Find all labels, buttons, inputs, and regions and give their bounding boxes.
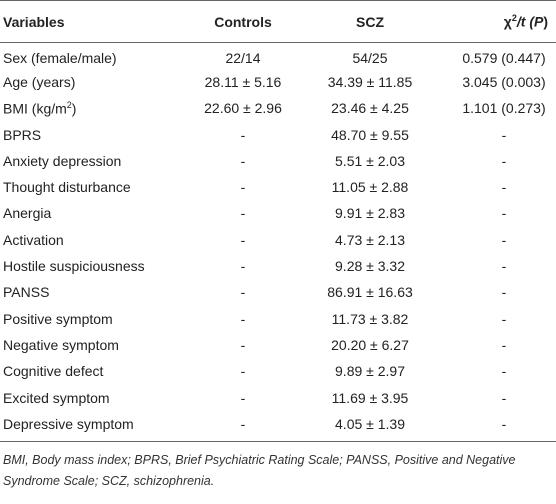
table-row: Hostile suspiciousness - 9.28 ± 3.32 - [0, 253, 556, 279]
header-stat-p: P [533, 13, 544, 30]
table-body: Sex (female/male) 22/14 54/25 0.579 (0.4… [0, 43, 556, 441]
table-header-row: Variables Controls SCZ χ2/t (P) [0, 0, 556, 43]
row-scz: 48.70 ± 9.55 [331, 126, 409, 143]
row-variable: Hostile suspiciousness [3, 258, 145, 275]
table-row: Cognitive defect - 9.89 ± 2.97 - [0, 358, 556, 384]
row-controls: - [240, 415, 246, 432]
table-row: Sex (female/male) 22/14 54/25 0.579 (0.4… [0, 43, 556, 69]
header-stat-chi: χ [503, 13, 512, 30]
table-row: Excited symptom - 11.69 ± 3.95 - [0, 384, 556, 410]
table-row: PANSS - 86.91 ± 16.63 - [0, 279, 556, 305]
row-stat: - [501, 415, 507, 432]
row-stat: - [501, 179, 507, 196]
header-controls: Controls [180, 0, 306, 43]
table-row: Thought disturbance - 11.05 ± 2.88 - [0, 174, 556, 200]
header-stat-close: ) [543, 13, 548, 30]
row-controls: 22/14 [225, 49, 261, 66]
demographics-table: Variables Controls SCZ χ2/t (P) Sex (fem… [0, 0, 556, 441]
row-stat: - [501, 363, 507, 380]
row-stat: 1.101 (0.273) [462, 100, 546, 117]
table-bottom-rule [0, 440, 556, 442]
row-variable: BMI (kg/m2) [0, 95, 180, 121]
row-scz: 9.89 ± 2.97 [335, 363, 405, 380]
row-controls: - [240, 258, 246, 275]
row-variable: PANSS [3, 284, 50, 301]
row-variable: Thought disturbance [3, 179, 131, 196]
row-variable: BPRS [3, 126, 42, 143]
row-controls: 22.60 ± 2.96 [204, 100, 282, 117]
row-stat: - [501, 152, 507, 169]
row-scz: 9.91 ± 2.83 [335, 205, 405, 222]
row-stat: - [501, 205, 507, 222]
header-statistic: χ2/t (P) [434, 0, 556, 43]
row-variable-text: BMI (kg/m [3, 100, 67, 117]
demographics-table-container: Variables Controls SCZ χ2/t (P) Sex (fem… [0, 0, 556, 488]
row-scz: 20.20 ± 6.27 [331, 336, 409, 353]
row-variable: Negative symptom [3, 336, 119, 353]
row-stat: - [501, 336, 507, 353]
row-controls: - [240, 363, 246, 380]
row-stat: 3.045 (0.003) [462, 73, 546, 90]
table-row: BPRS - 48.70 ± 9.55 - [0, 121, 556, 147]
row-scz: 11.69 ± 3.95 [331, 389, 409, 406]
row-stat: 0.579 (0.447) [462, 49, 546, 66]
row-scz: 86.91 ± 16.63 [327, 284, 413, 301]
row-controls: 28.11 ± 5.16 [204, 73, 282, 90]
row-stat: - [501, 284, 507, 301]
row-scz: 23.46 ± 4.25 [331, 100, 409, 117]
row-controls: - [240, 205, 246, 222]
row-scz: 4.05 ± 1.39 [335, 415, 405, 432]
row-controls: - [240, 336, 246, 353]
row-scz: 4.73 ± 2.13 [335, 231, 405, 248]
header-variables: Variables [0, 0, 180, 43]
row-stat: - [501, 389, 507, 406]
row-scz: 11.73 ± 3.82 [331, 310, 409, 327]
row-variable: Anxiety depression [3, 152, 122, 169]
row-controls: - [240, 126, 246, 143]
table-row: Activation - 4.73 ± 2.13 - [0, 227, 556, 253]
row-stat: - [501, 310, 507, 327]
row-scz: 9.28 ± 3.32 [335, 258, 405, 275]
table-footnote: BMI, Body mass index; BPRS, Brief Psychi… [3, 452, 516, 488]
table-row: Positive symptom - 11.73 ± 3.82 - [0, 305, 556, 331]
table-row: Negative symptom - 20.20 ± 6.27 - [0, 332, 556, 358]
table-row: Depressive symptom - 4.05 ± 1.39 - [0, 411, 556, 441]
table-row: Anxiety depression - 5.51 ± 2.03 - [0, 148, 556, 174]
row-controls: - [240, 231, 246, 248]
row-stat: - [501, 231, 507, 248]
row-scz: 5.51 ± 2.03 [335, 152, 405, 169]
row-variable: Age (years) [3, 73, 76, 90]
row-controls: - [240, 389, 246, 406]
row-scz: 54/25 [352, 49, 388, 66]
table-row: Age (years) 28.11 ± 5.16 34.39 ± 11.85 3… [0, 69, 556, 95]
row-scz: 34.39 ± 11.85 [327, 73, 413, 90]
row-variable: Anergia [3, 205, 52, 222]
row-stat: - [501, 126, 507, 143]
row-variable: Sex (female/male) [3, 49, 117, 66]
row-variable-sup: 2 [66, 99, 72, 110]
row-variable-suffix: ) [71, 100, 77, 117]
row-variable: Activation [3, 231, 64, 248]
row-controls: - [240, 179, 246, 196]
row-controls: - [240, 152, 246, 169]
header-stat-t: /t ( [516, 13, 534, 30]
header-stat-sup: 2 [511, 13, 517, 24]
row-stat: - [501, 258, 507, 275]
row-variable: Depressive symptom [3, 415, 134, 432]
row-variable: Positive symptom [3, 310, 113, 327]
row-controls: - [240, 310, 246, 327]
row-variable: Cognitive defect [3, 363, 104, 380]
row-controls: - [240, 284, 246, 301]
row-scz: 11.05 ± 2.88 [331, 179, 409, 196]
table-row: BMI (kg/m2) 22.60 ± 2.96 23.46 ± 4.25 1.… [0, 95, 556, 121]
table-row: Anergia - 9.91 ± 2.83 - [0, 200, 556, 226]
row-variable: Excited symptom [3, 389, 110, 406]
header-scz: SCZ [306, 0, 434, 43]
